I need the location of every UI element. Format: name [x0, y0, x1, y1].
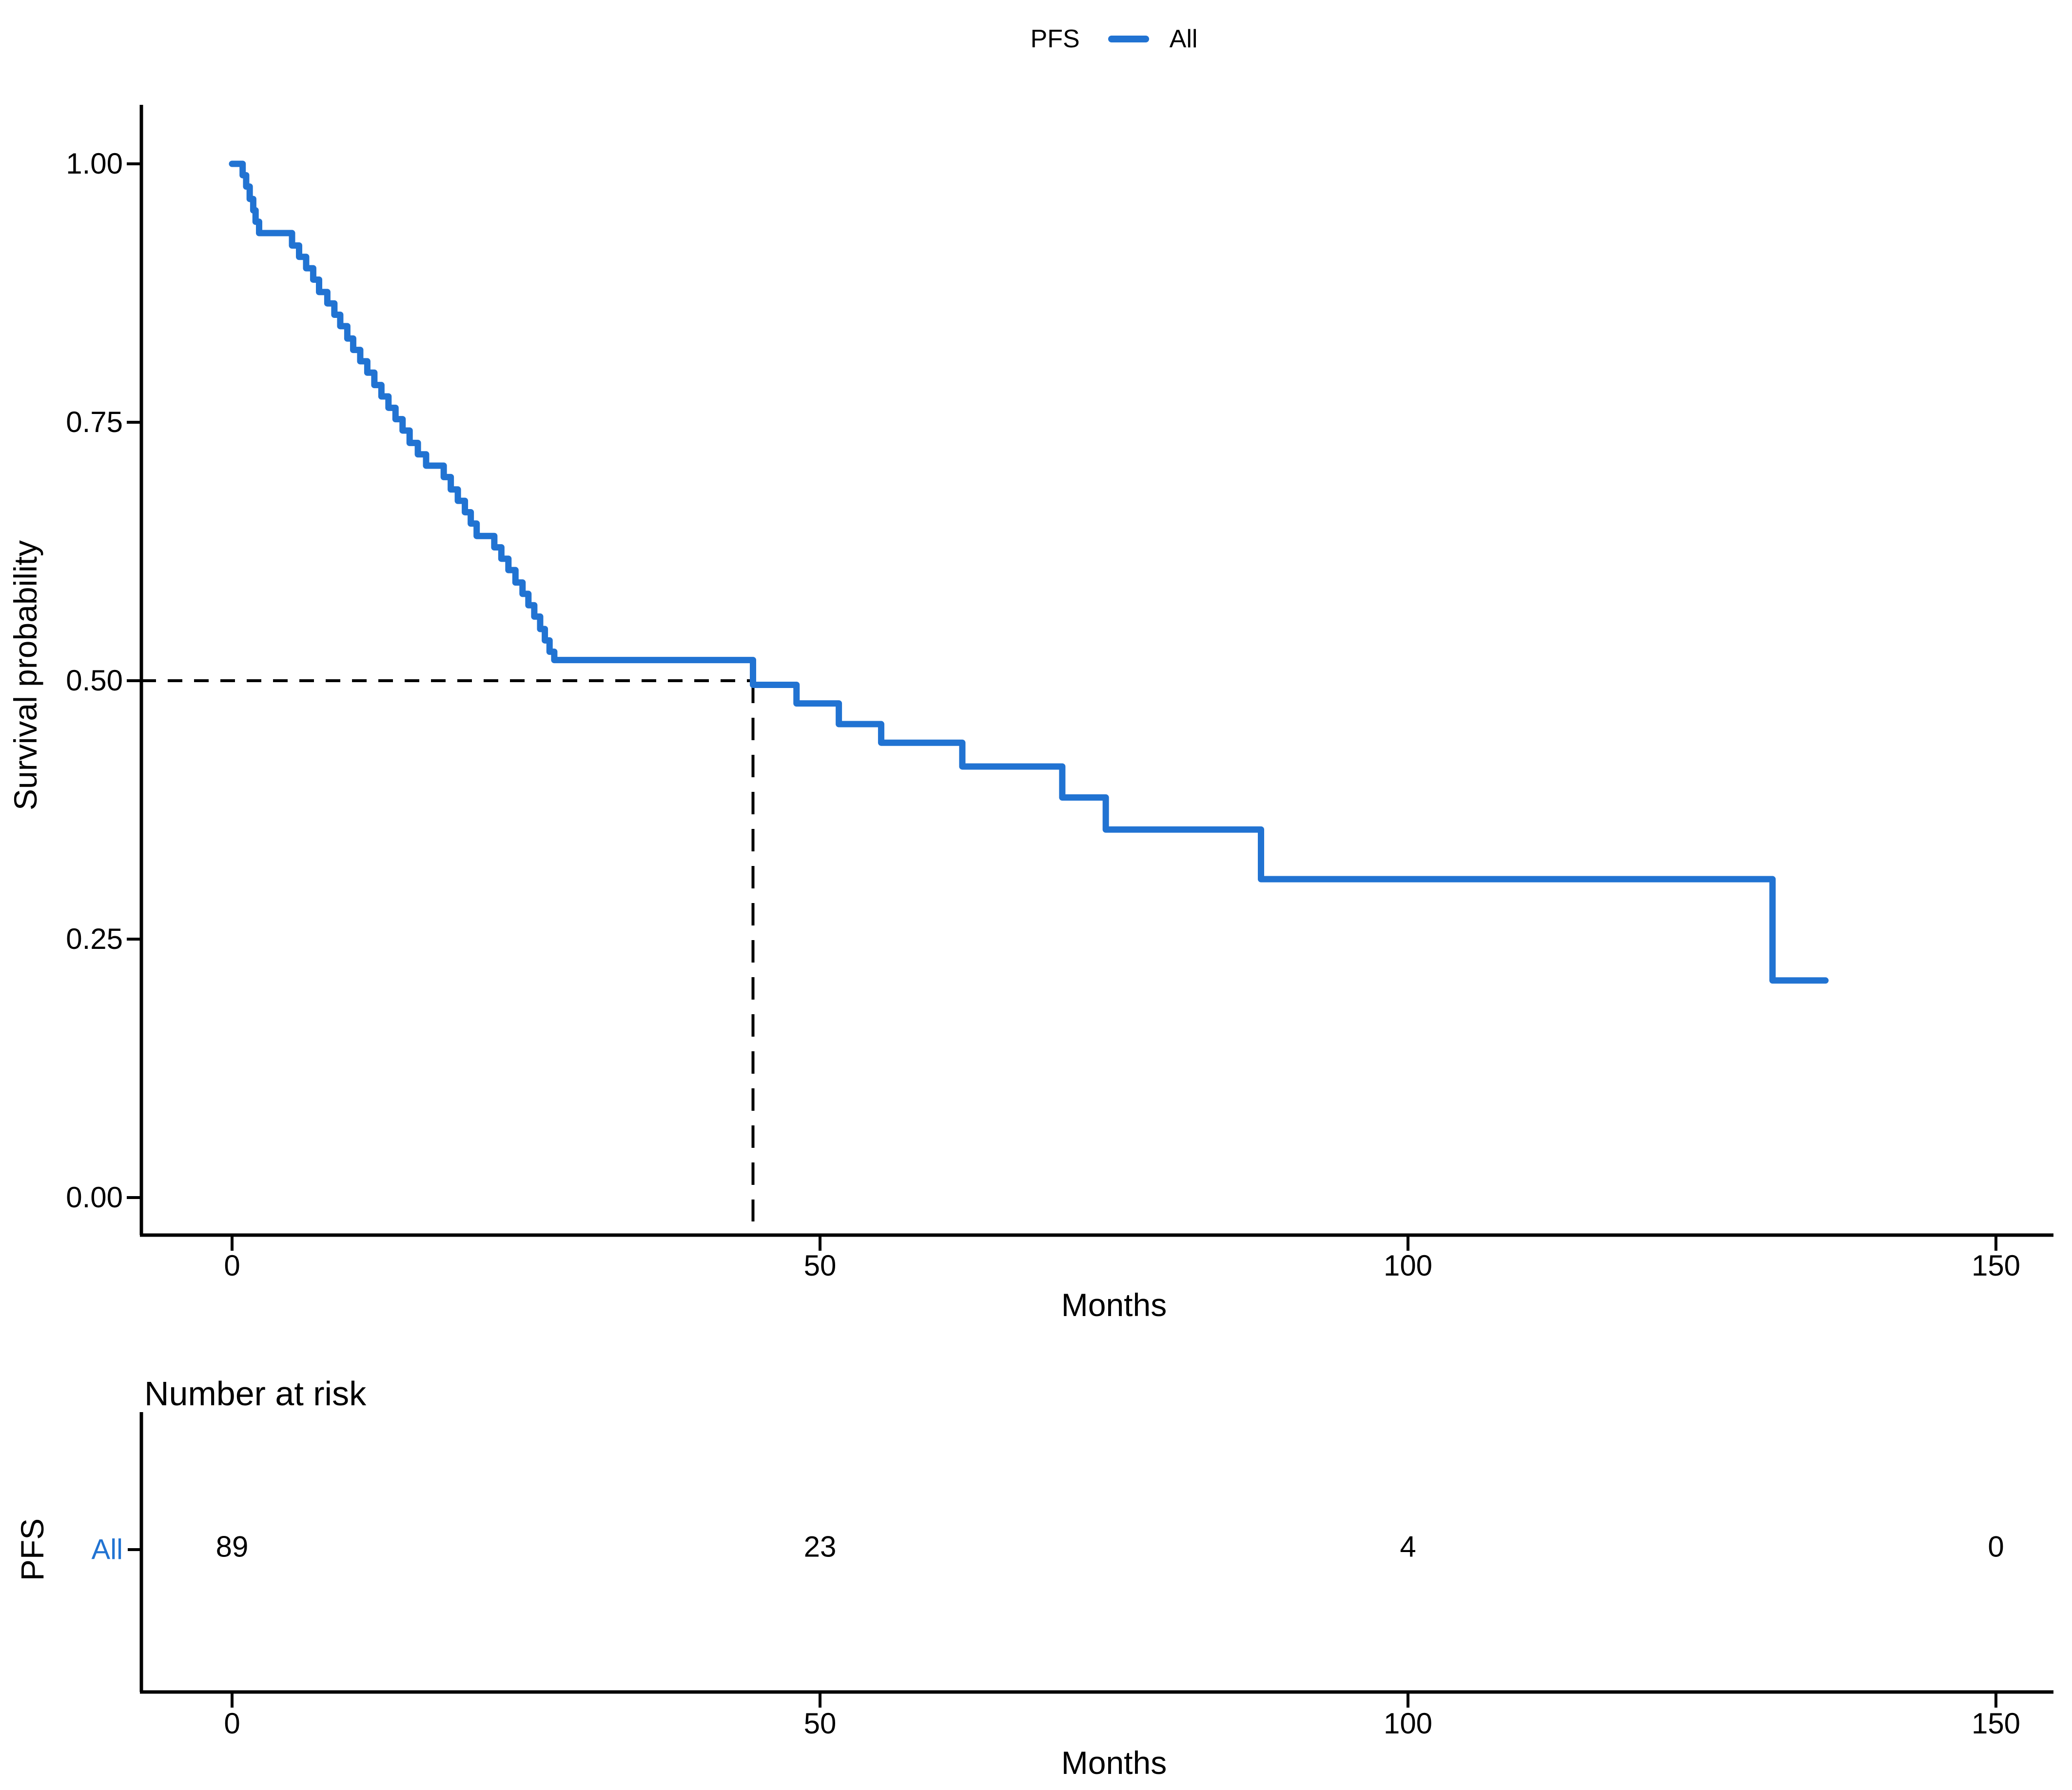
y-tick-label-0.00: 0.00 — [66, 1181, 123, 1214]
legend-title: PFS — [1030, 25, 1080, 53]
risk-x-axis-title: Months — [1061, 1745, 1167, 1781]
risk-row-label: All — [91, 1534, 123, 1566]
risk-value-150: 0 — [1988, 1530, 2004, 1563]
risk-x-tick-label-50: 50 — [803, 1707, 837, 1740]
x-tick-label-150: 150 — [1971, 1249, 2021, 1282]
legend-line-swatch — [1108, 36, 1149, 42]
risk-x-tick-label-0: 0 — [224, 1707, 240, 1740]
risk-value-50: 23 — [803, 1530, 837, 1563]
y-tick-label-1.00: 1.00 — [66, 147, 123, 180]
x-tick-label-0: 0 — [224, 1249, 240, 1282]
risk-table-title: Number at risk — [144, 1375, 367, 1413]
x-tick-label-100: 100 — [1383, 1249, 1433, 1282]
y-tick-label-0.50: 0.50 — [66, 664, 123, 697]
km-curve — [229, 160, 1829, 984]
x-axis-title: Months — [1061, 1287, 1167, 1323]
y-tick-label-0.75: 0.75 — [66, 406, 123, 438]
legend-series-label: All — [1169, 25, 1198, 53]
risk-value-0: 89 — [215, 1530, 249, 1563]
x-tick-label-50: 50 — [803, 1249, 837, 1282]
y-tick-label-0.25: 0.25 — [66, 923, 123, 955]
legend: PFS All — [232, 24, 1996, 54]
risk-x-tick-label-150: 150 — [1971, 1707, 2021, 1740]
risk-x-tick-label-100: 100 — [1383, 1707, 1433, 1740]
risk-value-100: 4 — [1400, 1530, 1416, 1563]
